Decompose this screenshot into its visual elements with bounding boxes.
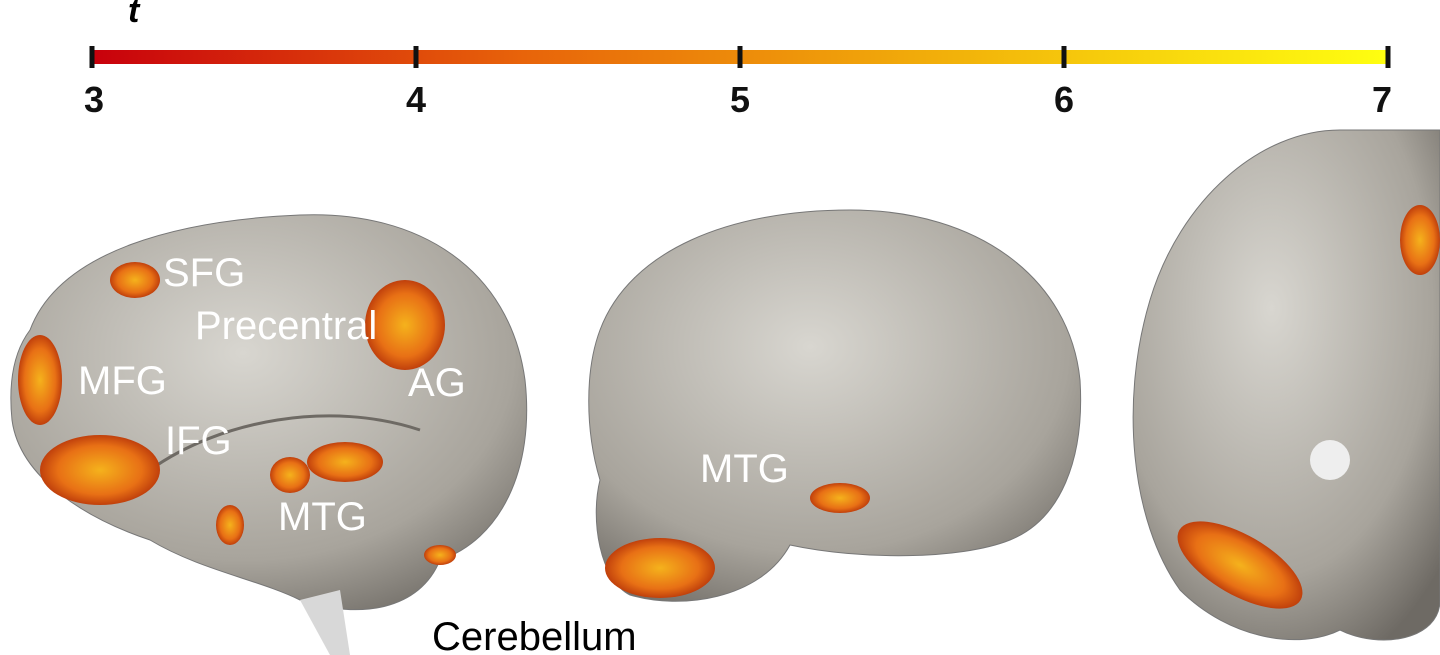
region-label: MFG [78, 359, 167, 403]
region-label: SFG [163, 251, 245, 295]
tick-label: 4 [406, 79, 426, 120]
brain-ventral [1133, 130, 1440, 640]
region-label: MTG [278, 495, 367, 539]
colorbar-label: t [128, 0, 141, 30]
region-label: Cerebellum [432, 615, 637, 655]
region-label: IFG [165, 419, 232, 463]
figure: t SFG Precentral MFG AG IFG MTG Cerebell… [0, 0, 1440, 655]
tick-label: 3 [84, 79, 104, 120]
brain-right [589, 210, 1081, 601]
tick-label: 6 [1054, 79, 1074, 120]
region-label: AG [408, 361, 466, 405]
region-label: MTG [700, 447, 789, 491]
tick-label: 5 [730, 79, 750, 120]
brain-left [11, 215, 527, 655]
tick-label: 7 [1372, 79, 1392, 120]
region-label: Precentral [195, 304, 377, 348]
